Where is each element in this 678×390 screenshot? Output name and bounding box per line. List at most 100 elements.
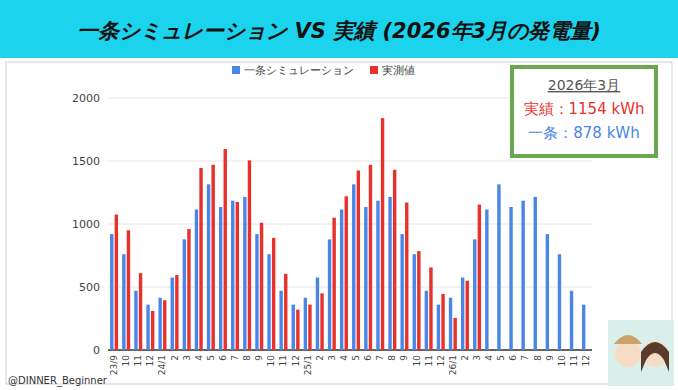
bar [417, 251, 420, 350]
x-tick-label: 6 [363, 355, 373, 361]
x-tick-label: 4 [339, 355, 349, 361]
x-tick-label: 11 [569, 355, 579, 366]
bar [381, 118, 384, 350]
x-tick-label: 3 [182, 355, 192, 361]
bar [224, 149, 227, 350]
y-tick-label: 0 [93, 344, 100, 357]
avatar-hat [614, 335, 642, 344]
bar [171, 278, 174, 350]
bar [400, 234, 403, 350]
bar [219, 207, 222, 350]
bar [558, 254, 561, 350]
x-tick-label: 24/1 [157, 355, 167, 375]
x-tick-label: 9 [254, 355, 264, 361]
x-tick-label: 3 [327, 355, 337, 361]
bar [146, 305, 149, 350]
x-tick-label: 2 [315, 355, 325, 361]
bar [134, 291, 137, 350]
x-tick-label: 9 [545, 355, 555, 361]
bar [393, 170, 396, 350]
annotation-box: 2026年3月実績：1154 kWh 一条：878 kWh [512, 67, 656, 156]
bar [429, 267, 432, 350]
panel [6, 62, 672, 384]
x-tick-label: 12 [436, 355, 446, 366]
bar [292, 305, 295, 350]
bar [345, 196, 348, 350]
x-tick-label: 7 [375, 355, 385, 361]
annotation: 一条：878 kWh [528, 124, 639, 142]
bar [376, 201, 379, 350]
bar [413, 254, 416, 350]
bar [207, 184, 210, 350]
bar [425, 291, 428, 350]
x-tick-label: 4 [194, 355, 204, 361]
avatar-face [615, 341, 641, 367]
x-tick-label: 9 [399, 355, 409, 361]
x-tick-label: 12 [291, 355, 301, 366]
annotation: 2026年3月 [548, 77, 621, 93]
legend: 一条シミュレーション 実測値 [232, 64, 415, 77]
grid-line [108, 287, 592, 288]
bar [267, 254, 270, 350]
bar [546, 234, 549, 350]
bar [466, 281, 469, 350]
x-tick-label: 8 [242, 355, 252, 361]
annotation: 実績：1154 kWh [524, 100, 645, 118]
bar [328, 239, 331, 350]
bar [199, 168, 202, 350]
bar [352, 184, 355, 350]
bar [478, 205, 481, 350]
y-tick-label: 1000 [72, 218, 100, 231]
bar [260, 223, 263, 350]
bar [332, 218, 335, 350]
x-tick-label: 11 [278, 355, 288, 366]
bar [509, 207, 512, 350]
legend-swatch [232, 66, 240, 74]
bar [175, 275, 178, 350]
bar [231, 201, 234, 350]
title-banner [0, 0, 678, 58]
legend-label: 実測値 [382, 64, 415, 77]
bar [248, 160, 251, 350]
bar [187, 229, 190, 350]
bar [453, 318, 456, 350]
bar [211, 165, 214, 350]
bar [449, 298, 452, 350]
x-tick-label: 6 [218, 355, 228, 361]
x-tick-label: 25/1 [303, 355, 313, 375]
bar [115, 215, 118, 350]
x-tick-label: 10 [557, 355, 567, 367]
title: 一条シミュレーション VS 実績 (2026年3月の発電量) [77, 19, 601, 43]
x-tick-label: 5 [351, 355, 361, 361]
credit: @DINNER_Beginner [8, 375, 108, 387]
bar [369, 165, 372, 350]
y-tick-label: 2000 [72, 92, 100, 105]
bar [570, 291, 573, 350]
grid-line [108, 350, 592, 351]
x-tick-label: 7 [230, 355, 240, 361]
bar [304, 298, 307, 350]
grid-line [108, 161, 592, 162]
x-tick-label: 5 [206, 355, 216, 361]
x-tick-label: 10 [121, 355, 131, 367]
bar [437, 305, 440, 350]
bar [308, 305, 311, 350]
legend-label: 一条シミュレーション [244, 64, 354, 77]
bar [364, 207, 367, 350]
bar [316, 278, 319, 350]
bar [127, 230, 130, 350]
x-tick-label: 11 [424, 355, 434, 366]
bar [284, 274, 287, 350]
bar [521, 201, 524, 350]
bar [279, 291, 282, 350]
bar [473, 239, 476, 350]
bar [195, 210, 198, 350]
bar [122, 254, 125, 350]
bar [183, 239, 186, 350]
x-tick-label: 12 [145, 355, 155, 366]
x-tick-label: 3 [472, 355, 482, 361]
x-tick-label: 11 [133, 355, 143, 366]
bar [320, 293, 323, 350]
bar [461, 278, 464, 350]
grid-line [108, 224, 592, 225]
